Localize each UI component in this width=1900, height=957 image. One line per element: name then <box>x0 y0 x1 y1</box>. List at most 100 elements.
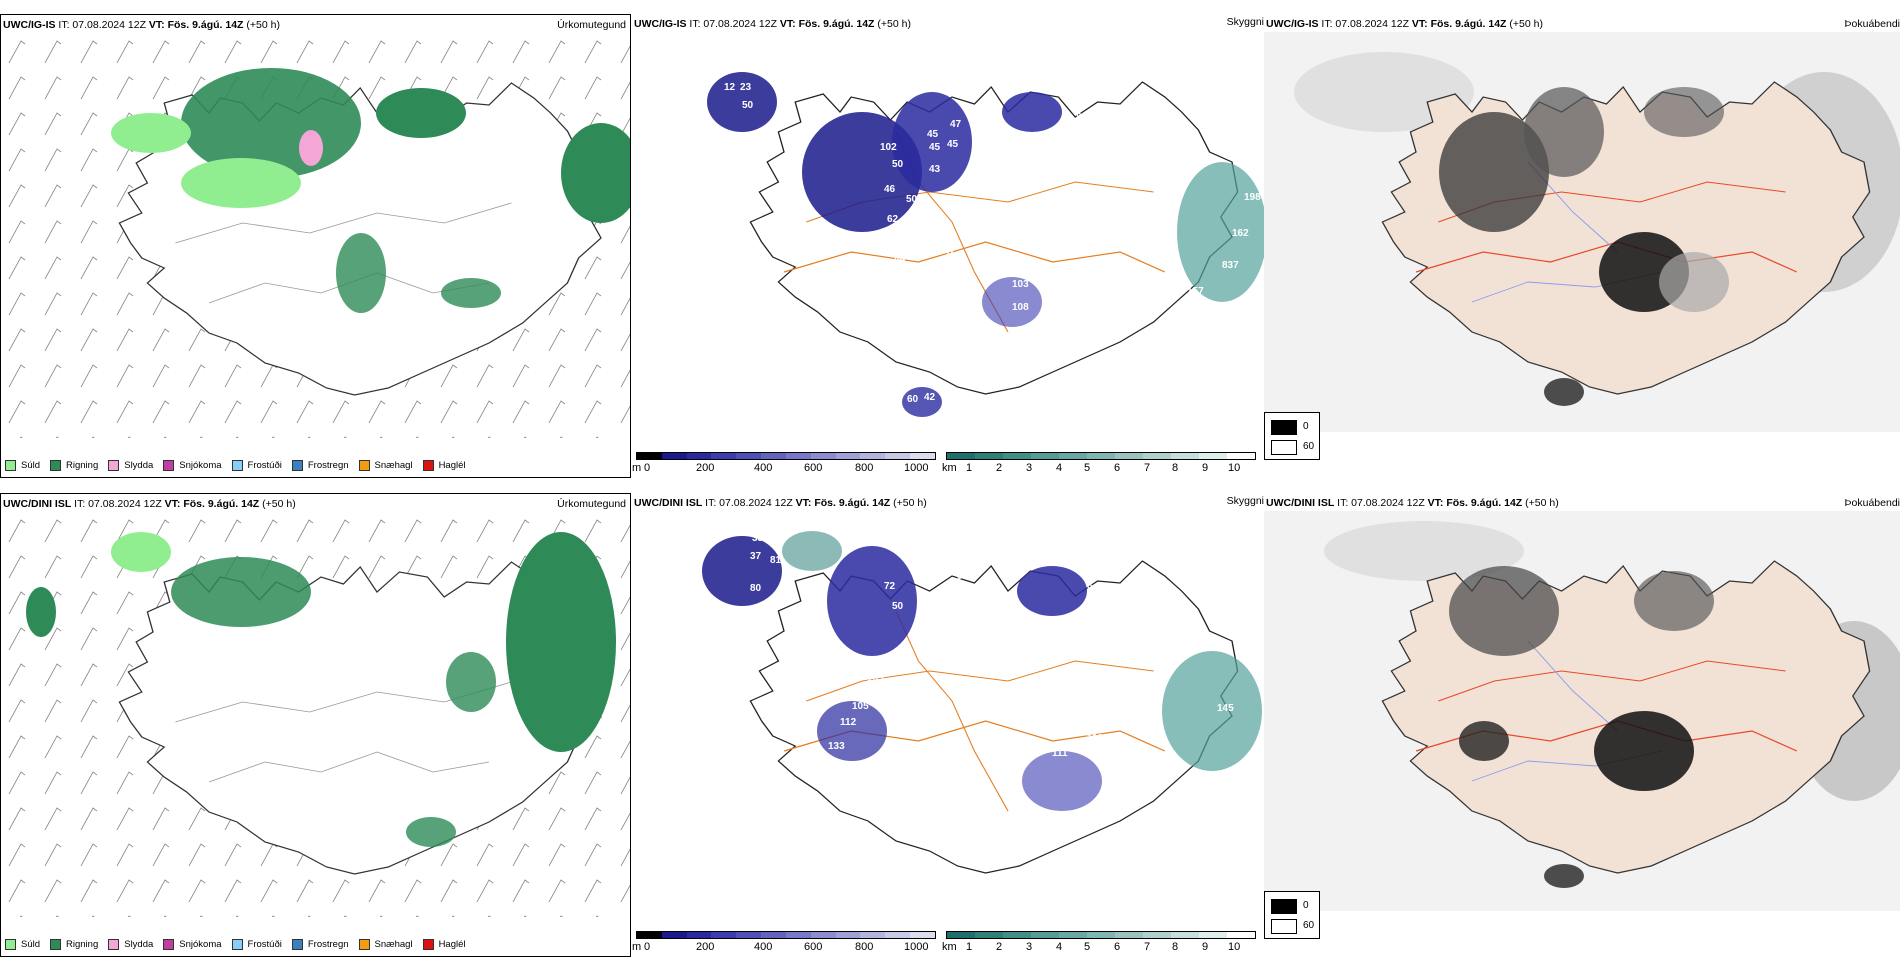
legend-item: Rigning <box>50 939 98 950</box>
legend-item: Snjókoma <box>163 460 222 471</box>
rain-area <box>376 88 466 138</box>
svg-text:84: 84 <box>1076 112 1088 123</box>
svg-text:72: 72 <box>884 581 896 592</box>
visibility-colorbar: km 1 2 3 4 5 6 7 8 9 10 <box>942 927 1264 957</box>
svg-text:77: 77 <box>1028 132 1040 143</box>
field-title: Úrkomutegund <box>557 19 626 31</box>
fog-legend: 0 60 <box>1264 412 1320 460</box>
rain-area <box>441 278 501 308</box>
ptype-panel-top: UWC/IG-IS IT: 07.08.2024 12Z VT: Fös. 9.… <box>0 14 631 478</box>
svg-text:50: 50 <box>742 100 754 111</box>
sleet-area <box>299 130 323 166</box>
svg-text:67: 67 <box>932 219 944 230</box>
svg-text:43: 43 <box>929 164 941 175</box>
svg-text:145: 145 <box>1217 703 1234 714</box>
svg-text:108: 108 <box>1012 302 1029 313</box>
legend-item: Frostregn <box>291 460 349 471</box>
svg-text:47: 47 <box>837 239 849 250</box>
svg-text:45: 45 <box>929 142 941 153</box>
legend-item: Frostregn <box>291 939 349 950</box>
fog-map <box>1264 32 1900 432</box>
svg-text:46: 46 <box>860 280 872 291</box>
fog-legend: 0 60 <box>1264 891 1320 939</box>
svg-text:44: 44 <box>894 254 906 265</box>
svg-text:118: 118 <box>1087 733 1104 744</box>
svg-text:45: 45 <box>927 129 939 140</box>
svg-text:42: 42 <box>879 270 891 281</box>
legend-item: Slydda <box>108 939 153 950</box>
svg-text:105: 105 <box>867 673 884 684</box>
svg-text:91: 91 <box>957 571 969 582</box>
legend-item: Súld <box>5 939 40 950</box>
svg-text:105: 105 <box>1122 124 1139 135</box>
legend-item: Frostúði <box>231 939 282 950</box>
panel-header: UWC/IG-IS IT: 07.08.2024 12Z VT: Fös. 9.… <box>3 19 280 31</box>
svg-text:59: 59 <box>1082 136 1094 147</box>
rain-area <box>336 233 386 313</box>
svg-text:133: 133 <box>828 741 845 752</box>
svg-text:47: 47 <box>944 246 956 257</box>
ptype-map <box>1 33 630 438</box>
svg-text:66: 66 <box>932 613 944 624</box>
panel-header: UWC/IG-IS IT: 07.08.2024 12Z VT: Fös. 9.… <box>634 18 911 30</box>
svg-text:138: 138 <box>974 234 991 245</box>
svg-text:111: 111 <box>1052 748 1068 759</box>
field-title: Þokuábendi <box>1844 18 1900 30</box>
rain-area <box>111 113 191 153</box>
svg-text:60: 60 <box>907 394 919 405</box>
field-title: Skyggni <box>1226 16 1264 28</box>
svg-text:103: 103 <box>924 883 941 894</box>
svg-text:55: 55 <box>957 209 969 220</box>
svg-text:50: 50 <box>892 601 904 612</box>
svg-text:16: 16 <box>1122 581 1134 592</box>
legend-item: Súld <box>5 460 40 471</box>
panel-header: UWC/DINI ISL IT: 07.08.2024 12Z VT: Fös.… <box>3 498 296 510</box>
panel-header: UWC/IG-IS IT: 07.08.2024 12Z VT: Fös. 9.… <box>1266 18 1543 30</box>
svg-text:91: 91 <box>1087 583 1099 594</box>
legend-item: Snæhagl <box>358 939 413 950</box>
svg-text:62: 62 <box>1050 148 1062 159</box>
svg-text:80: 80 <box>750 583 762 594</box>
svg-text:37: 37 <box>750 551 762 562</box>
field-title: Skyggni <box>1226 495 1264 507</box>
rain-area <box>561 123 630 223</box>
field-title: Þokuábendi <box>1844 497 1900 509</box>
panel-header: UWC/DINI ISL IT: 07.08.2024 12Z VT: Fös.… <box>1266 497 1559 509</box>
svg-text:102: 102 <box>880 142 897 153</box>
svg-text:837: 837 <box>1222 260 1239 271</box>
svg-text:157: 157 <box>1187 286 1204 297</box>
svg-text:103: 103 <box>1012 279 1029 290</box>
svg-text:112: 112 <box>840 717 857 728</box>
ptype-legend: Súld Rigning Slydda Snjókoma Frostúði Fr… <box>5 460 466 471</box>
fog-map <box>1264 511 1900 911</box>
svg-text:82: 82 <box>927 575 939 586</box>
svg-text:78: 78 <box>904 883 916 894</box>
svg-text:58: 58 <box>767 134 779 145</box>
svg-text:198: 198 <box>1244 192 1261 203</box>
svg-text:45: 45 <box>947 139 959 150</box>
svg-text:105: 105 <box>852 701 869 712</box>
fog-panel-top: UWC/IG-IS IT: 07.08.2024 12Z VT: Fös. 9.… <box>1264 14 1900 478</box>
svg-text:46: 46 <box>884 184 896 195</box>
svg-text:63: 63 <box>857 234 869 245</box>
svg-text:12: 12 <box>724 82 736 93</box>
cloudbase-colorbar: m 0 200 400 600 800 1000 <box>632 927 942 957</box>
cloud-base-labels: 33 37 81 80 63 72 82 91 50 66 91 16 90 1… <box>672 533 1234 894</box>
visibility-panel-bottom: UWC/DINI ISL IT: 07.08.2024 12Z VT: Fös.… <box>632 493 1264 957</box>
legend-item: Haglél <box>422 460 466 471</box>
svg-text:50: 50 <box>892 159 904 170</box>
svg-text:162: 162 <box>1232 228 1249 239</box>
svg-text:50: 50 <box>906 194 918 205</box>
svg-text:33: 33 <box>752 533 764 544</box>
legend-item: Slydda <box>108 460 153 471</box>
visibility-map: 33 37 81 80 63 72 82 91 50 66 91 16 90 1… <box>672 531 1262 894</box>
legend-item: Snæhagl <box>358 460 413 471</box>
svg-text:23: 23 <box>740 82 752 93</box>
legend-item: Frostúði <box>231 460 282 471</box>
fog-panel-bottom: UWC/DINI ISL IT: 07.08.2024 12Z VT: Fös.… <box>1264 493 1900 957</box>
ptype-map <box>1 512 630 917</box>
panel-header: UWC/DINI ISL IT: 07.08.2024 12Z VT: Fös.… <box>634 497 927 509</box>
visibility-map: 12 23 50 58 102 50 45 47 45 45 63 84 59 … <box>707 72 1264 417</box>
svg-text:90: 90 <box>952 653 964 664</box>
field-title: Úrkomutegund <box>557 498 626 510</box>
